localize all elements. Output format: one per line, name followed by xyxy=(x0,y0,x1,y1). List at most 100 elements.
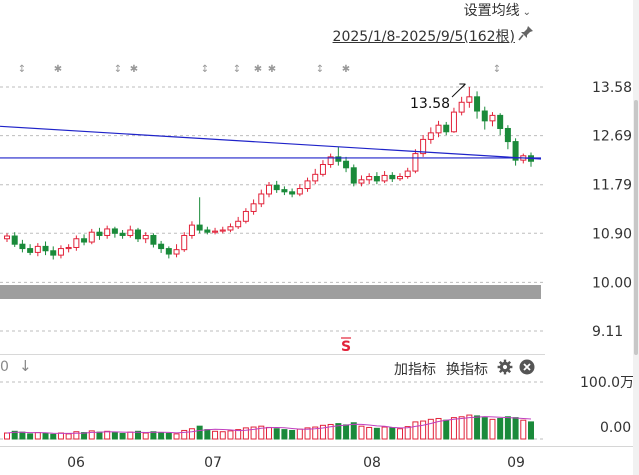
candle-body xyxy=(88,231,95,243)
close-icon[interactable] xyxy=(519,359,535,375)
candle-body xyxy=(358,179,365,184)
volume-bar xyxy=(319,424,326,440)
switch-indicator-button[interactable]: 换指标 xyxy=(446,362,488,378)
volume-axis-label: 100.0万 xyxy=(580,375,634,391)
candle-body xyxy=(242,210,249,222)
candle-body xyxy=(165,248,172,255)
volume-bar xyxy=(358,425,365,440)
event-marker-icon: ↕ xyxy=(18,64,26,75)
volume-bar xyxy=(397,428,403,440)
volume-bar xyxy=(404,426,411,440)
volume-bar xyxy=(381,426,388,440)
volume-bar xyxy=(520,419,527,440)
time-axis-label: 09 xyxy=(507,455,525,471)
volume-bar xyxy=(450,417,457,440)
volume-bar xyxy=(11,430,18,440)
high-price-label: 13.58 xyxy=(410,96,450,112)
candle-body xyxy=(504,127,511,143)
ma-settings-label: 设置均线 xyxy=(463,3,520,19)
candle-body xyxy=(327,156,334,166)
candle-body xyxy=(73,238,80,248)
candle-body xyxy=(404,170,411,178)
volume-bar xyxy=(343,424,350,440)
gear-icon[interactable] xyxy=(497,359,513,375)
candle-body xyxy=(319,164,326,175)
candle-body xyxy=(219,229,226,232)
candle-body xyxy=(27,248,34,253)
candle-body xyxy=(81,238,88,243)
candle-body xyxy=(258,193,265,205)
candle-body xyxy=(42,245,49,252)
candle-body xyxy=(512,141,519,161)
candle-body xyxy=(466,96,473,103)
volume-bar xyxy=(335,423,342,440)
candle-body xyxy=(350,167,357,184)
event-marker-icon: ↕ xyxy=(114,64,122,75)
high-price-arrowhead xyxy=(459,83,466,89)
candle-body xyxy=(65,246,72,250)
volume-bar xyxy=(188,428,195,440)
candle-body xyxy=(127,229,134,236)
volume-bar xyxy=(235,429,242,440)
volume-bar xyxy=(366,426,373,440)
candle-body xyxy=(57,248,64,256)
ma-settings-dropdown[interactable]: 设置均线 ⌄ xyxy=(464,0,531,20)
candle-body xyxy=(381,174,388,182)
volume-bar xyxy=(204,429,211,440)
add-indicator-button[interactable]: 加指标 xyxy=(394,362,436,378)
volume-bar xyxy=(412,421,419,440)
volume-bar xyxy=(250,426,257,440)
price-axis-label: 13.58 xyxy=(592,80,632,96)
price-axis-label: 12.69 xyxy=(592,129,632,145)
volume-bar xyxy=(435,417,442,440)
date-range-label[interactable]: 2025/1/8-2025/9/5(162根) xyxy=(332,29,515,45)
volume-bar xyxy=(474,415,481,440)
pin-icon[interactable] xyxy=(517,24,535,42)
candle-body xyxy=(173,249,180,255)
volume-bar xyxy=(304,427,311,440)
candle-body xyxy=(11,235,18,245)
volume-bar xyxy=(443,419,450,440)
candle-body xyxy=(235,220,242,228)
volume-bar xyxy=(165,432,172,440)
indicator-left-value: 0 xyxy=(0,359,9,375)
candle-body xyxy=(104,228,111,236)
event-marker-icon: ✱ xyxy=(130,64,138,75)
candle-body xyxy=(289,191,296,195)
candle-body xyxy=(343,160,350,169)
volume-bar xyxy=(27,433,34,440)
time-axis-label: 06 xyxy=(67,455,85,471)
event-marker-icon: ✱ xyxy=(268,64,276,75)
candle-body xyxy=(19,243,26,250)
divider xyxy=(0,354,545,355)
volume-bar xyxy=(19,431,26,440)
volume-bar xyxy=(196,425,203,440)
volume-bar xyxy=(142,432,149,440)
event-marker-icon: ✱ xyxy=(342,64,350,75)
candle-body xyxy=(296,188,303,195)
price-axis-label: 9.11 xyxy=(592,324,623,340)
price-chart: ↕ ✱ ↕ ✱ ↕ ↕ ✱ ✱ ↕ ✱ ↕ 13.58 13.58 12.69 11.79 10.90 10.0… xyxy=(0,64,632,352)
volume-bar xyxy=(158,432,165,440)
volume-bar xyxy=(466,414,473,440)
volume-bar xyxy=(65,433,72,440)
candle-body xyxy=(497,114,504,129)
down-arrow-icon[interactable]: ↓ xyxy=(19,357,32,375)
candle-body xyxy=(427,132,434,140)
candle-body xyxy=(335,156,342,162)
candle-body xyxy=(389,174,396,180)
candle-body xyxy=(481,110,488,122)
candle-body xyxy=(50,250,57,256)
candle-body xyxy=(181,234,188,251)
price-band xyxy=(0,285,541,299)
event-marker-icon: ✱ xyxy=(254,64,262,75)
volume-axis-label: 0.00 xyxy=(600,420,631,436)
candle-body xyxy=(250,203,257,212)
candle-body xyxy=(397,176,403,180)
trendline-falling xyxy=(0,125,542,160)
volume-bar xyxy=(420,420,427,440)
candle-body xyxy=(281,189,288,193)
volume-bar xyxy=(4,432,10,440)
scrollbar-thumb[interactable] xyxy=(634,100,638,355)
volume-bar xyxy=(258,425,265,440)
